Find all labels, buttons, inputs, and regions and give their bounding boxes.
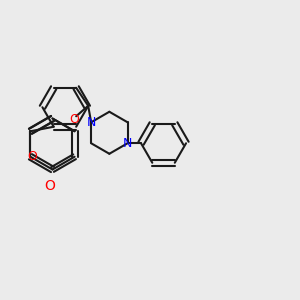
Text: N: N: [123, 137, 132, 150]
Text: N: N: [86, 116, 96, 129]
Text: O: O: [27, 150, 37, 163]
Text: O: O: [70, 113, 80, 126]
Text: O: O: [44, 179, 55, 193]
